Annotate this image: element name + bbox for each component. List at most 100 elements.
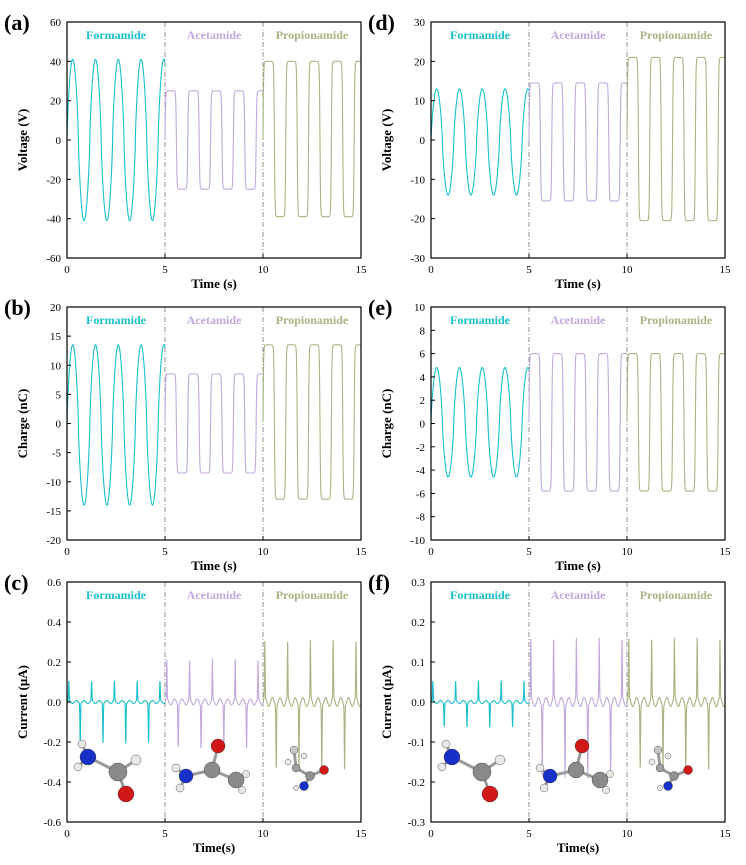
y-tick-label: -0.6 <box>44 817 62 829</box>
oxygen-atom <box>574 738 590 754</box>
y-tick-label: -0.2 <box>44 737 61 749</box>
hydrogen-atom <box>175 783 185 793</box>
carbon-atom <box>108 762 128 782</box>
y-tick-label: 0.0 <box>47 697 61 709</box>
y-tick-label: -20 <box>46 174 61 186</box>
series-line-acetamide <box>528 82 627 202</box>
plot-frame <box>66 21 362 259</box>
series-label-acetamide: Acetamide <box>551 588 606 602</box>
y-tick-label: -15 <box>46 506 61 518</box>
hydrogen-atom <box>293 785 299 791</box>
hydrogen-atom <box>606 770 614 778</box>
x-tick-label: 15 <box>720 828 732 840</box>
series-label-formamide: Formamide <box>86 313 147 327</box>
panel-label: (c) <box>4 570 28 595</box>
x-tick-label: 15 <box>720 546 732 558</box>
x-tick-label: 15 <box>356 546 368 558</box>
y-tick-label: 30 <box>414 17 426 29</box>
series-label-acetamide: Acetamide <box>551 28 606 42</box>
x-tick-label: 10 <box>622 828 634 840</box>
y-tick-label: -60 <box>46 253 61 265</box>
y-tick-label: 0 <box>56 135 62 147</box>
y-tick-label: 15 <box>50 331 62 343</box>
oxygen-atom <box>683 765 693 775</box>
oxygen-atom <box>117 785 135 803</box>
nitrogen-atom <box>542 768 558 784</box>
propionamide-molecule-icon <box>284 745 329 791</box>
carbon-atom <box>669 771 679 781</box>
x-tick-label: 0 <box>64 828 70 840</box>
y-tick-label: 0 <box>56 419 62 431</box>
x-tick-label: 5 <box>526 828 532 840</box>
y-tick-label: 60 <box>50 17 62 29</box>
hydrogen-atom <box>602 786 610 794</box>
series-label-acetamide: Acetamide <box>187 313 242 327</box>
x-tick-label: 10 <box>258 546 270 558</box>
series-label-acetamide: Acetamide <box>551 313 606 327</box>
x-tick-label: 10 <box>622 264 634 276</box>
x-tick-label: 0 <box>64 264 70 276</box>
panel-d: Formamide Acetamide Propionamide -30 -20 -10 0… <box>368 10 731 291</box>
series-line-propionamide <box>626 56 725 222</box>
y-tick-label: -20 <box>410 214 425 226</box>
series-line-formamide <box>66 344 166 506</box>
carbon-atom <box>472 762 492 782</box>
series-line-propionamide <box>262 639 362 771</box>
series-line-formamide <box>430 680 530 728</box>
y-tick-label: -10 <box>46 477 61 489</box>
x-tick-label: 0 <box>428 264 434 276</box>
x-tick-label: 5 <box>526 546 532 558</box>
formamide-molecule-icon <box>437 739 506 803</box>
x-tick-label: 5 <box>526 264 532 276</box>
y-tick-label: -8 <box>416 512 426 524</box>
panel-b: Formamide Acetamide Propionamide -20 -15 -10 -… <box>4 295 367 573</box>
x-tick-label: 0 <box>428 828 434 840</box>
oxygen-atom <box>481 785 499 803</box>
y-tick-label: -0.3 <box>408 817 426 829</box>
plot-frame <box>66 306 362 541</box>
nitrogen-atom <box>443 748 461 766</box>
oxygen-atom <box>319 765 329 775</box>
series-label-formamide: Formamide <box>86 588 147 602</box>
panel-label: (d) <box>368 10 395 35</box>
series-label-propionamide: Propionamide <box>276 588 349 602</box>
y-tick-label: 10 <box>414 96 426 108</box>
hydrogen-atom <box>242 770 250 778</box>
hydrogen-atom <box>284 758 292 766</box>
y-axis-label: Charge (nC) <box>379 389 394 459</box>
x-tick-label: 15 <box>720 264 732 276</box>
y-tick-label: 0 <box>420 135 426 147</box>
hydrogen-atom <box>130 754 142 766</box>
series-line-propionamide <box>262 344 361 500</box>
x-axis-label: Time (s) <box>555 558 601 573</box>
y-axis-label: Voltage (V) <box>379 109 394 172</box>
y-tick-label: -10 <box>410 535 425 547</box>
y-tick-label: 6 <box>420 349 426 361</box>
hydrogen-atom <box>238 786 246 794</box>
y-tick-label: 40 <box>50 56 62 68</box>
hydrogen-atom <box>437 762 447 772</box>
x-tick-label: 5 <box>162 264 168 276</box>
x-axis-label: Time (s) <box>191 558 237 573</box>
series-label-formamide: Formamide <box>86 28 147 42</box>
series-label-formamide: Formamide <box>450 588 511 602</box>
nitrogen-atom <box>178 768 194 784</box>
nitrogen-atom <box>299 781 309 791</box>
nitrogen-atom <box>79 748 97 766</box>
y-tick-label: -6 <box>416 488 426 500</box>
series-label-propionamide: Propionamide <box>640 588 713 602</box>
series-line-formamide <box>66 680 166 744</box>
series-line-acetamide <box>164 659 264 750</box>
series-label-formamide: Formamide <box>450 28 511 42</box>
y-tick-label: -30 <box>410 253 425 265</box>
carbon-atom <box>291 763 301 773</box>
x-axis-label: Time(s) <box>557 840 599 855</box>
hydrogen-atom <box>535 763 545 773</box>
y-tick-label: 10 <box>50 360 62 372</box>
y-tick-label: 0.2 <box>411 617 425 629</box>
nitrogen-atom <box>663 781 673 791</box>
y-tick-label: 0.3 <box>411 577 425 589</box>
series-label-propionamide: Propionamide <box>276 28 349 42</box>
x-tick-label: 5 <box>162 828 168 840</box>
hydrogen-atom <box>648 758 656 766</box>
